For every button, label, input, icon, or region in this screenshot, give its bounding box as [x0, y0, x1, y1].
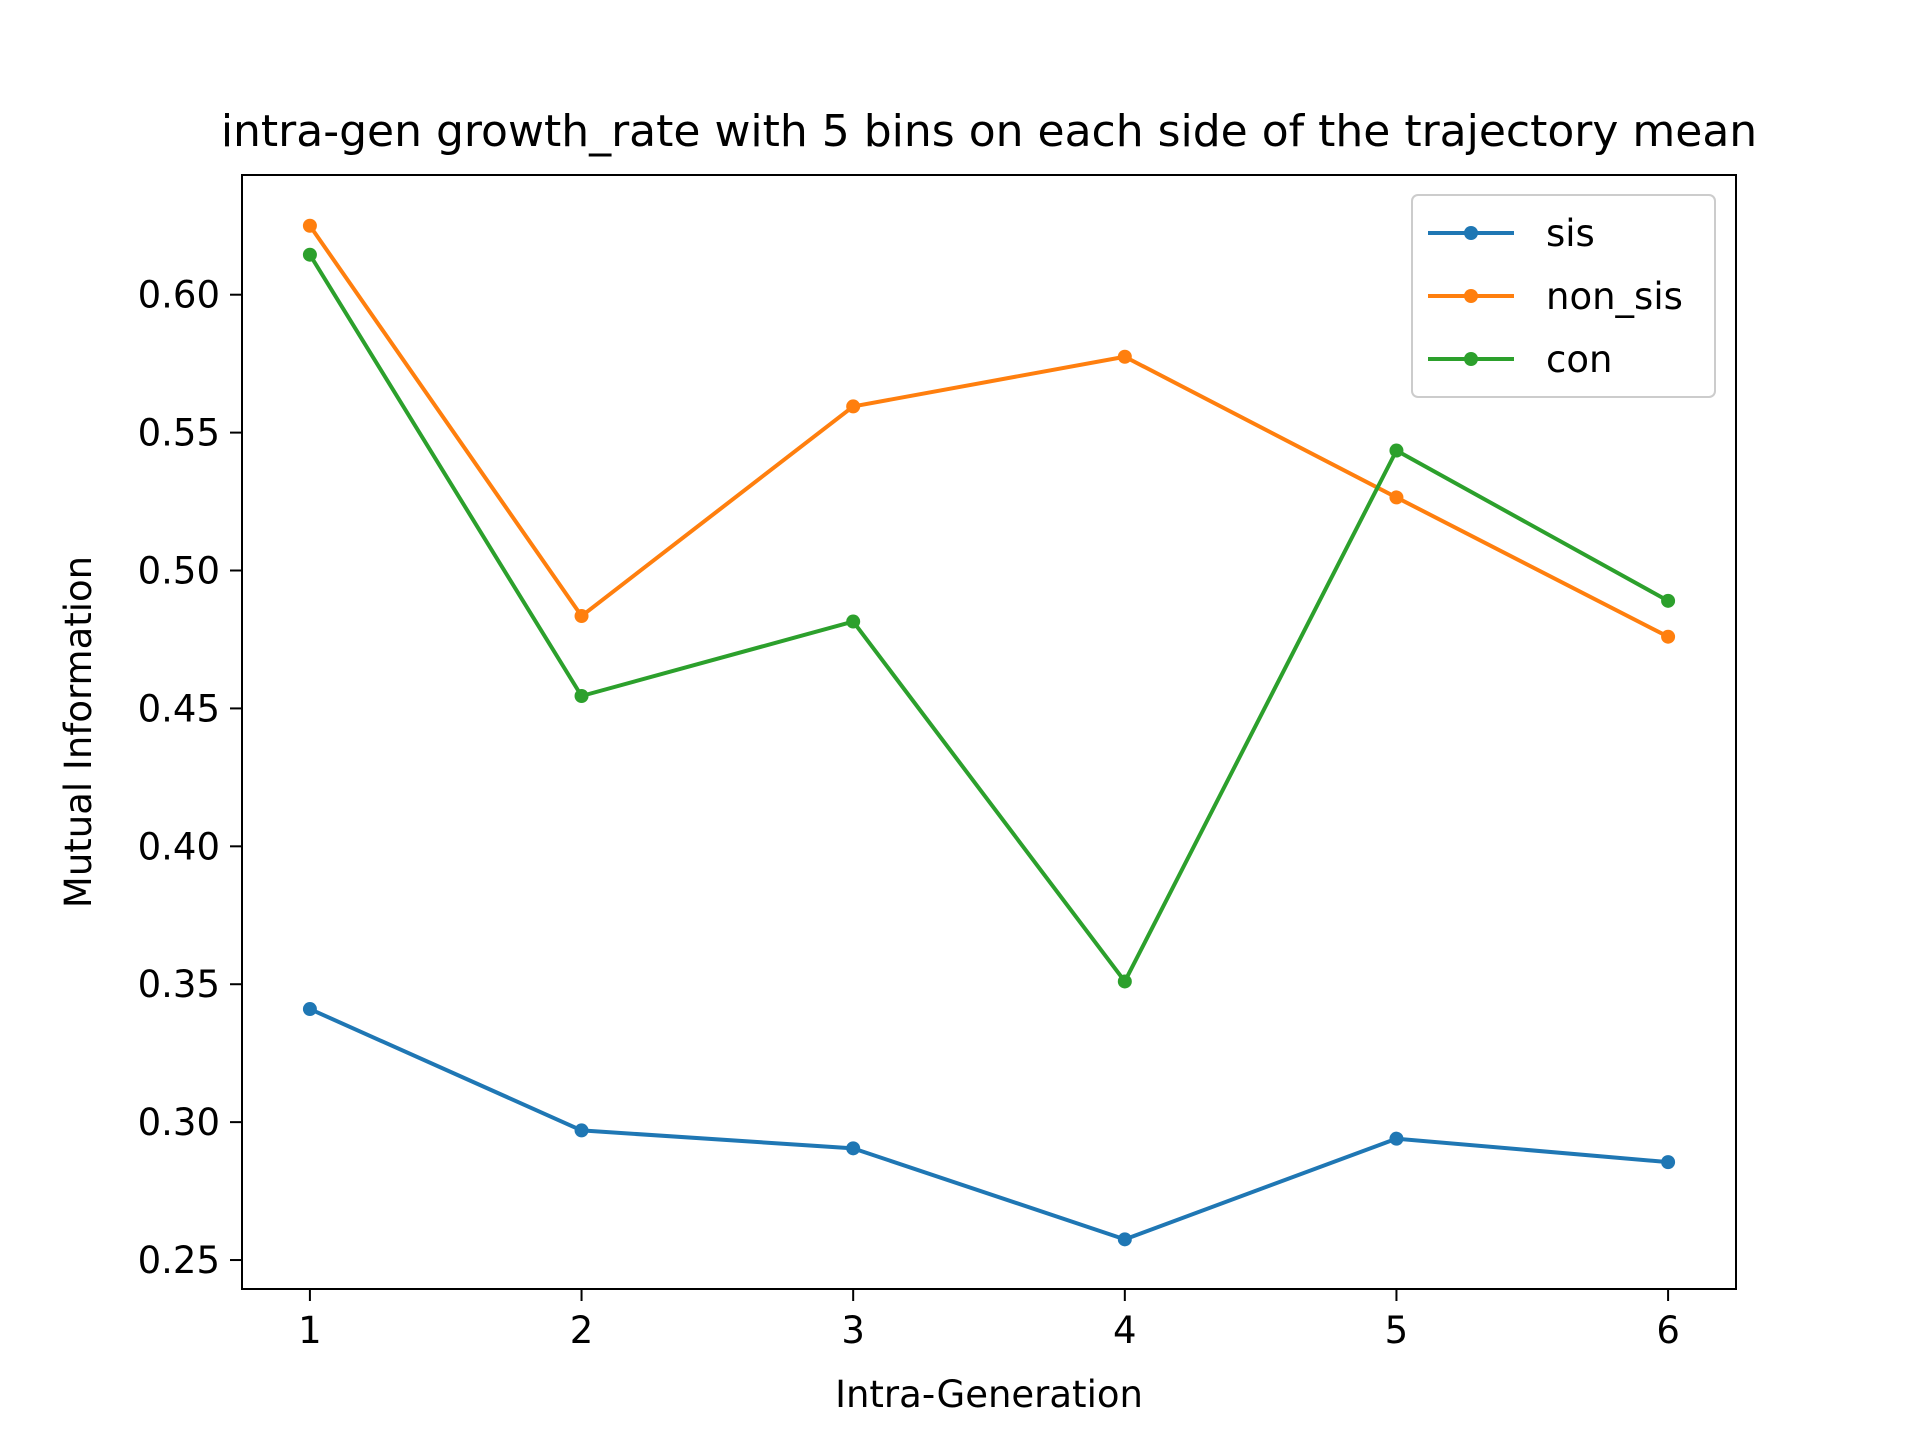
data-point-con: [574, 689, 589, 704]
series-non_sis: [302, 218, 1676, 644]
data-point-sis: [1117, 1232, 1132, 1247]
data-point-non_sis: [846, 399, 861, 414]
data-point-sis: [846, 1141, 861, 1156]
data-point-con: [846, 614, 861, 629]
data-point-non_sis: [1661, 629, 1676, 644]
data-point-con: [302, 247, 317, 262]
x-tick-label: 4: [1113, 1309, 1137, 1352]
data-point-non_sis: [302, 218, 317, 233]
x-tick-label: 1: [298, 1309, 322, 1352]
legend-label-non_sis: non_sis: [1546, 275, 1683, 318]
x-tick-label: 2: [570, 1309, 594, 1352]
chart-title: intra-gen growth_rate with 5 bins on eac…: [221, 106, 1757, 157]
legend-label-con: con: [1546, 338, 1612, 381]
legend-label-sis: sis: [1546, 212, 1595, 255]
legend-marker-non_sis: [1464, 289, 1478, 303]
plot-frame: [241, 174, 1737, 1290]
series-layer: [302, 218, 1676, 1247]
series-line-non_sis: [308, 224, 1670, 639]
data-point-sis: [1661, 1155, 1676, 1170]
y-axis: 0.25 0.30 0.35 0.40 0.45 0.50 0.55 0.60: [138, 274, 242, 1282]
data-point-non_sis: [574, 609, 589, 624]
data-point-con: [1117, 974, 1132, 989]
x-axis: 1 2 3 4 5 6: [298, 1289, 1680, 1352]
data-point-con: [1661, 593, 1676, 608]
y-tick-label: 0.30: [138, 1101, 220, 1144]
y-tick-label: 0.55: [138, 412, 220, 455]
x-axis-title: Intra-Generation: [835, 1373, 1143, 1416]
series-line-con: [308, 253, 1670, 984]
x-tick-label: 6: [1656, 1309, 1680, 1352]
y-tick-label: 0.60: [138, 274, 220, 317]
series-sis: [302, 1002, 1676, 1247]
series-line-sis: [309, 1007, 1669, 1242]
y-axis-title: Mutual Information: [57, 556, 100, 908]
data-point-sis: [1389, 1131, 1404, 1146]
series-con: [302, 247, 1676, 989]
data-point-con: [1389, 443, 1404, 458]
data-point-sis: [302, 1002, 317, 1017]
legend-marker-sis: [1464, 226, 1478, 240]
legend-frame: [1411, 194, 1716, 398]
legend-marker-con: [1464, 352, 1478, 366]
x-tick-label: 5: [1385, 1309, 1409, 1352]
plot-area: 1 2 3 4 5 6 0.25 0.30 0.35 0.40 0.45 0.50 0.55 0.60: [138, 174, 1737, 1352]
y-tick-label: 0.25: [138, 1239, 220, 1282]
y-tick-label: 0.35: [138, 963, 220, 1006]
y-tick-label: 0.50: [138, 550, 220, 593]
x-tick-label: 3: [841, 1309, 865, 1352]
data-point-non_sis: [1389, 490, 1404, 505]
data-point-sis: [574, 1123, 589, 1138]
y-tick-label: 0.45: [138, 687, 220, 730]
y-tick-label: 0.40: [138, 825, 220, 868]
data-point-non_sis: [1117, 349, 1132, 364]
